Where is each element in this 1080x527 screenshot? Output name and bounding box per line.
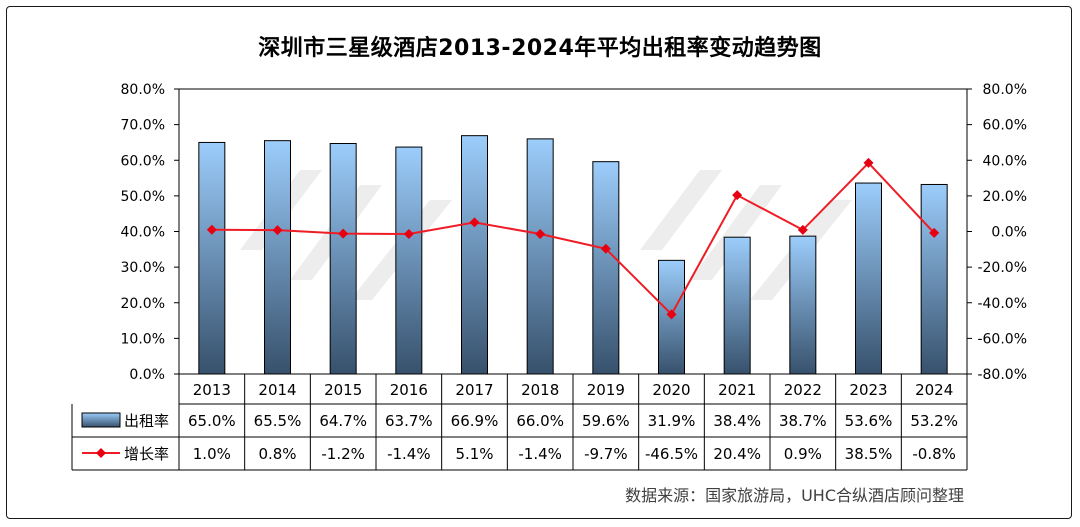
y-left-tick-label: 70.0%: [121, 118, 165, 134]
occupancy-value: 31.9%: [648, 412, 696, 430]
growth-value: 0.8%: [258, 445, 296, 463]
y-left-tick-label: 50.0%: [121, 189, 165, 205]
occupancy-value: 38.7%: [779, 412, 827, 430]
y-right-tick-label: -60.0%: [977, 331, 1027, 347]
occupancy-value: 53.6%: [845, 412, 893, 430]
y-left-tick-label: 60.0%: [121, 153, 165, 169]
chart-frame: [6, 6, 1072, 519]
legend-label-line: 增长率: [124, 445, 169, 463]
y-left-tick-label: 80.0%: [121, 82, 165, 98]
bar-2015: [329, 143, 357, 375]
growth-marker-2016: [403, 228, 414, 239]
x-tick-label: 2016: [390, 381, 428, 399]
growth-marker-2018: [535, 228, 546, 239]
bar-2021: [723, 236, 751, 375]
y-left-tick-label: 30.0%: [121, 260, 165, 276]
occupancy-value: 63.7%: [385, 412, 433, 430]
occupancy-value: 53.2%: [910, 412, 958, 430]
growth-value: 20.4%: [713, 445, 761, 463]
occupancy-value: 38.4%: [713, 412, 761, 430]
legend-label-bar: 出租率: [124, 412, 169, 430]
x-tick-label: 2013: [193, 381, 231, 399]
y-right-tick-label: 20.0%: [983, 189, 1027, 205]
growth-marker-2013: [206, 224, 217, 235]
growth-value: -0.8%: [912, 445, 956, 463]
occupancy-value: 59.6%: [582, 412, 630, 430]
y-right-tick-label: -80.0%: [977, 367, 1027, 383]
x-tick-label: 2015: [324, 381, 362, 399]
y-right-tick-label: 60.0%: [983, 118, 1027, 134]
bar-2016: [395, 146, 423, 375]
growth-marker-2017: [469, 217, 480, 228]
occupancy-value: 66.9%: [451, 412, 499, 430]
y-left-tick-label: 10.0%: [121, 331, 165, 347]
x-tick-label: 2022: [784, 381, 822, 399]
growth-rate-line: [211, 161, 935, 316]
growth-value: -9.7%: [584, 445, 628, 463]
x-tick-label: 2020: [652, 381, 690, 399]
bar-2019: [592, 161, 620, 375]
x-tick-label: 2023: [849, 381, 887, 399]
growth-marker-2024: [929, 227, 940, 238]
x-tick-label: 2018: [521, 381, 559, 399]
growth-marker-2021: [732, 190, 743, 201]
growth-value: -46.5%: [645, 445, 698, 463]
bar-2022: [789, 235, 817, 375]
growth-marker-2023: [863, 157, 874, 168]
growth-marker-2015: [338, 228, 349, 239]
x-tick-label: 2017: [455, 381, 493, 399]
growth-value: -1.4%: [387, 445, 431, 463]
occupancy-value: 65.0%: [188, 412, 236, 430]
bar-2023: [855, 182, 882, 375]
bar-2024: [920, 183, 948, 375]
occupancy-value: 66.0%: [516, 412, 564, 430]
x-tick-label: 2021: [718, 381, 756, 399]
source-note: 数据来源：国家旅游局，UHC合纵酒店顾问整理: [625, 486, 964, 505]
x-tick-label: 2024: [915, 381, 953, 399]
y-right-tick-label: 40.0%: [983, 153, 1027, 169]
y-right-tick-label: 0.0%: [991, 225, 1027, 241]
legend-marker-line: [96, 448, 106, 458]
growth-value: 38.5%: [845, 445, 893, 463]
y-right-tick-label: -40.0%: [977, 296, 1027, 312]
watermark-logo: [240, 170, 852, 300]
y-right-tick-label: -20.0%: [977, 260, 1027, 276]
growth-marker-2022: [797, 224, 808, 235]
y-left-tick-label: 20.0%: [121, 296, 165, 312]
y-left-tick-label: 0.0%: [129, 367, 165, 383]
legend-swatch-bar: [81, 412, 121, 428]
occupancy-value: 65.5%: [254, 412, 302, 430]
bar-2017: [461, 135, 488, 375]
growth-value: 1.0%: [193, 445, 231, 463]
chart-title: 深圳市三星级酒店2013-2024年平均出租率变动趋势图: [258, 36, 822, 61]
x-tick-label: 2019: [587, 381, 625, 399]
growth-marker-2019: [600, 243, 611, 254]
growth-marker-2020: [666, 309, 677, 320]
growth-value: -1.4%: [518, 445, 562, 463]
growth-value: 5.1%: [455, 445, 493, 463]
growth-value: 0.9%: [784, 445, 822, 463]
bar-2013: [198, 141, 226, 375]
growth-value: -1.2%: [321, 445, 365, 463]
growth-marker-2014: [272, 225, 283, 236]
data-table: 2013 2014 2015 2016 2017 2018 2019 2020 2021 2022…: [71, 374, 968, 471]
y-right-tick-label: 80.0%: [983, 82, 1027, 98]
y-left-tick-label: 40.0%: [121, 225, 165, 241]
bar-2018: [526, 138, 554, 375]
occupancy-value: 64.7%: [319, 412, 367, 430]
x-tick-label: 2014: [258, 381, 296, 399]
bar-2014: [264, 140, 291, 375]
